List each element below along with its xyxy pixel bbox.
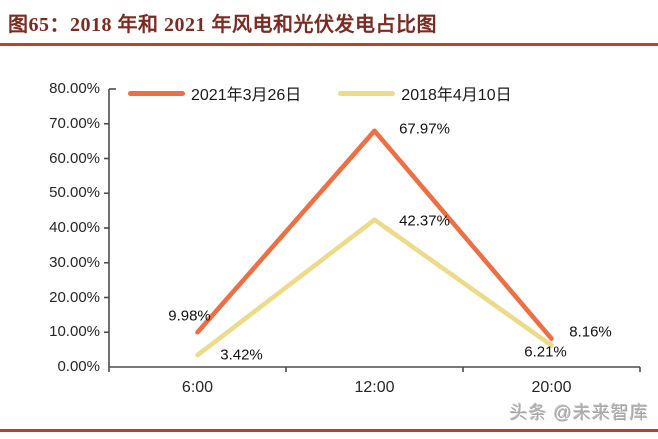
y-axis-tick-label: 80.00%: [49, 80, 100, 97]
legend-label-2018: 2018年4月10日: [401, 87, 512, 104]
figure-title: 图65：2018 年和 2021 年风电和光伏发电占比图: [8, 14, 437, 36]
watermark: 头条 @未来智库: [509, 403, 649, 423]
chart-legend: 2021年3月26日 2018年4月10日: [128, 81, 512, 105]
y-axis-tick-label: 0.00%: [57, 358, 100, 375]
series-line-2021: [195, 128, 554, 341]
legend-item-2021: 2021年3月26日: [128, 81, 301, 105]
y-axis-tick-label: 50.00%: [49, 184, 100, 202]
x-axis-tick-label: 20:00: [531, 379, 572, 396]
data-point-label: 6.21%: [524, 343, 567, 361]
legend-marker-2021: [128, 90, 185, 96]
legend-item-2018: 2018年4月10日: [338, 81, 512, 105]
data-point-label: 9.98%: [168, 307, 211, 325]
series-line-2018: [195, 217, 554, 358]
legend-marker-2018: [338, 90, 396, 96]
y-axis-tick-label: 30.00%: [49, 253, 100, 271]
y-axis-tick-label: 20.00%: [49, 288, 100, 306]
y-axis-tick-label: 70.00%: [49, 114, 100, 132]
legend-label-2021: 2021年3月26日: [191, 87, 302, 104]
x-axis-tick-label: 12:00: [354, 379, 395, 396]
y-axis-tick-label: 60.00%: [49, 149, 100, 167]
data-point-label: 3.42%: [220, 346, 263, 364]
data-point-label: 67.97%: [399, 120, 450, 138]
title-separator-rule: [0, 43, 658, 46]
y-axis-tick-label: 10.00%: [49, 323, 100, 341]
data-point-label: 42.37%: [399, 212, 450, 230]
y-axis-tick-label: 40.00%: [49, 219, 100, 236]
x-axis-tick-label: 6:00: [181, 379, 214, 396]
data-point-label: 8.16%: [569, 323, 612, 341]
bottom-rule: [0, 429, 658, 432]
